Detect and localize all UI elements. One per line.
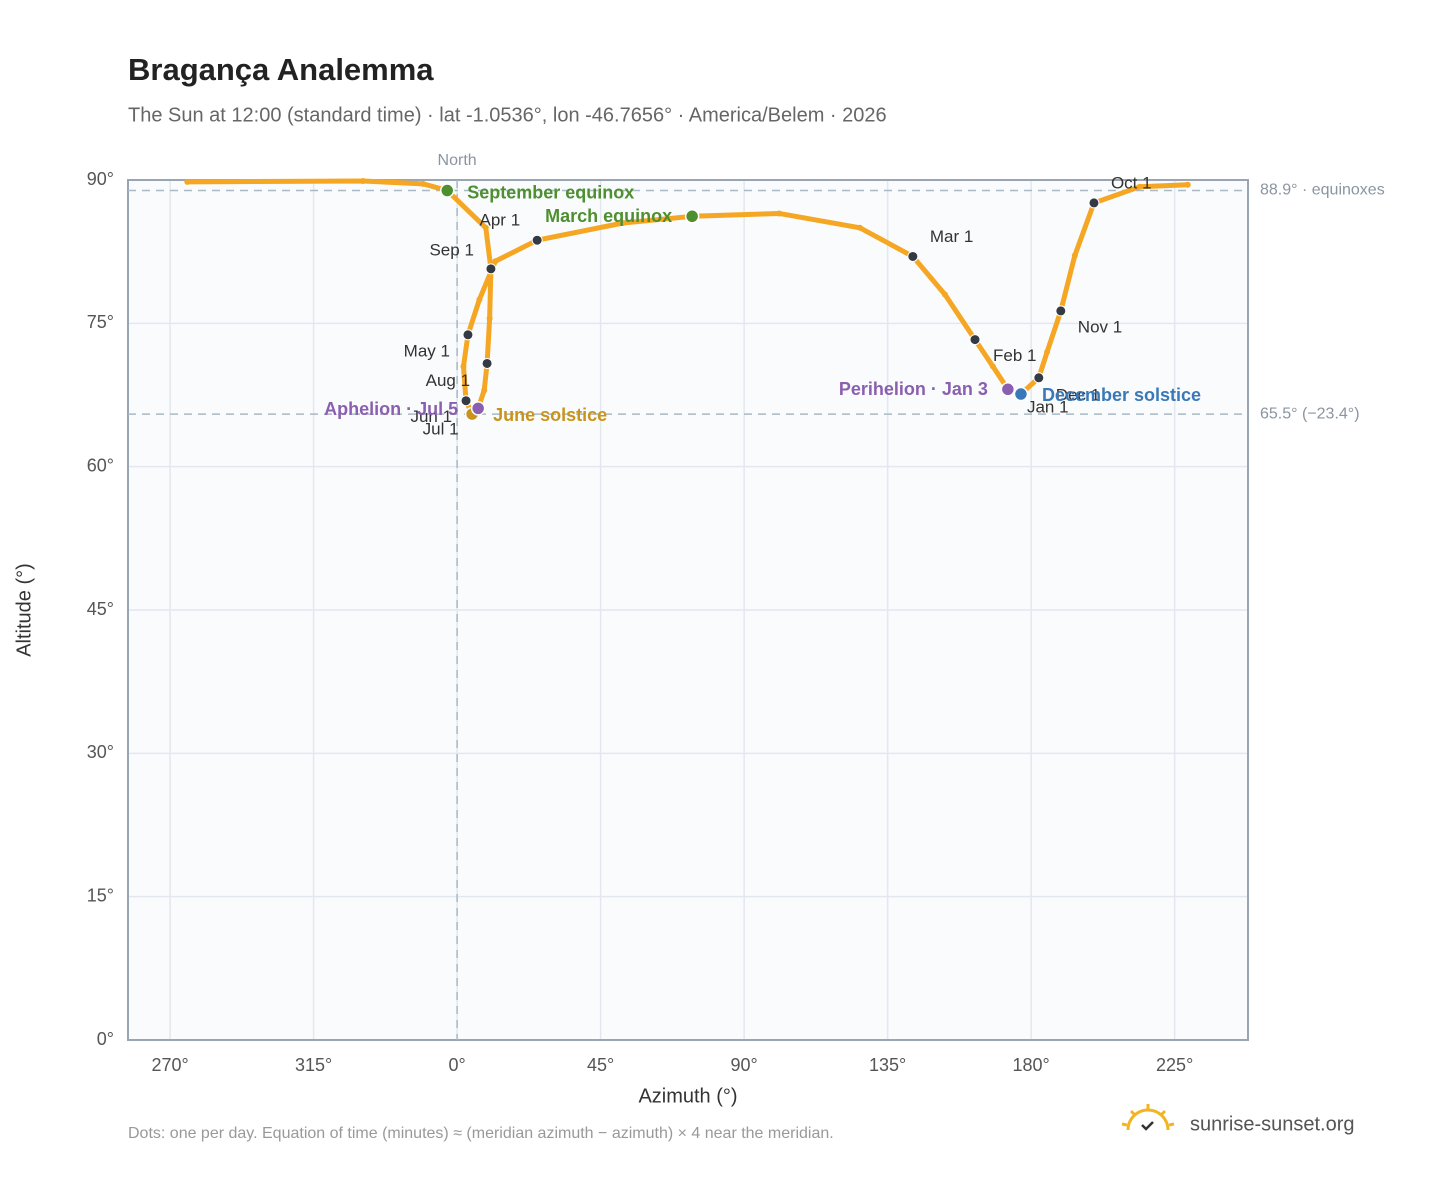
month-marker xyxy=(460,395,472,407)
day-dot xyxy=(1184,181,1191,188)
day-dot xyxy=(184,178,191,185)
month-marker xyxy=(462,329,474,341)
day-dot xyxy=(856,224,863,231)
day-dot xyxy=(619,220,626,226)
x-tick-label: 0° xyxy=(449,1055,466,1075)
event-marker xyxy=(684,209,700,224)
month-label: Jan 1 xyxy=(1027,397,1069,416)
month-label: Aug 1 xyxy=(426,371,470,390)
chart-subtitle: The Sun at 12:00 (standard time) · lat -… xyxy=(128,104,887,126)
y-tick-label: 15° xyxy=(87,885,114,905)
y-tick-label: 0° xyxy=(97,1029,114,1049)
reference-label: 65.5° (−23.4°) xyxy=(1260,405,1360,422)
event-label: September equinox xyxy=(467,182,634,202)
day-dot xyxy=(942,291,949,298)
day-dot xyxy=(460,363,467,370)
month-marker xyxy=(481,357,493,369)
reference-label: 88.9° · equinoxes xyxy=(1260,182,1385,199)
x-tick-label: 90° xyxy=(731,1055,758,1075)
event-label: Aphelion · Jul 5 xyxy=(324,399,458,419)
month-label: Mar 1 xyxy=(930,227,973,246)
event-label: June solstice xyxy=(493,405,607,425)
footnote: Dots: one per day. Equation of time (min… xyxy=(128,1125,834,1142)
month-label: May 1 xyxy=(404,341,450,360)
month-label: Sep 1 xyxy=(429,240,473,259)
brand: sunrise-sunset.org xyxy=(1190,1113,1355,1135)
day-dot xyxy=(482,224,489,231)
month-marker xyxy=(907,250,919,262)
month-label: Feb 1 xyxy=(993,346,1036,365)
y-axis-title: Altitude (°) xyxy=(13,563,35,657)
day-dot xyxy=(1044,349,1051,355)
event-marker xyxy=(1013,386,1029,402)
day-dot xyxy=(776,210,783,217)
x-tick-label: 315° xyxy=(295,1055,332,1075)
event-label: March equinox xyxy=(545,206,672,226)
month-marker xyxy=(1055,305,1067,317)
month-marker xyxy=(531,234,543,246)
month-label: Dec 1 xyxy=(1056,385,1100,404)
month-label: Oct 1 xyxy=(1111,173,1152,192)
day-dot xyxy=(481,387,488,394)
event-label: Perihelion · Jan 3 xyxy=(839,379,988,399)
meridian-label: North xyxy=(438,152,477,169)
x-axis-title: Azimuth (°) xyxy=(638,1085,737,1107)
x-tick-label: 270° xyxy=(151,1055,188,1075)
month-marker xyxy=(485,263,497,275)
y-tick-label: 30° xyxy=(87,742,114,762)
day-dot xyxy=(1136,183,1143,190)
event-marker xyxy=(439,183,455,198)
x-tick-label: 135° xyxy=(869,1055,906,1075)
day-dot xyxy=(360,177,367,184)
event-label: December solstice xyxy=(1042,385,1201,405)
x-tick-label: 45° xyxy=(587,1055,614,1075)
y-tick-label: 45° xyxy=(87,599,114,619)
y-tick-label: 90° xyxy=(87,169,114,189)
brand-logo xyxy=(1121,1104,1175,1131)
day-dot xyxy=(989,363,996,370)
month-label: Jul 1 xyxy=(423,420,459,439)
x-tick-label: 180° xyxy=(1013,1055,1050,1075)
y-tick-label: 60° xyxy=(87,455,114,475)
event-marker xyxy=(470,401,486,416)
month-marker xyxy=(1088,197,1100,209)
day-dot xyxy=(476,296,483,303)
y-tick-label: 75° xyxy=(87,312,114,332)
chart-title: Bragança Analemma xyxy=(128,52,434,87)
day-dot xyxy=(419,180,426,187)
month-label: Nov 1 xyxy=(1078,317,1122,336)
x-tick-label: 225° xyxy=(1156,1055,1193,1075)
day-dot xyxy=(1071,252,1078,259)
month-label: Jun 1 xyxy=(410,407,452,426)
month-marker xyxy=(969,334,981,346)
day-dot xyxy=(486,315,493,322)
day-dot xyxy=(492,258,499,265)
plot-border xyxy=(127,179,1249,1041)
month-marker xyxy=(1033,372,1045,384)
event-marker xyxy=(1000,382,1016,397)
month-label: Apr 1 xyxy=(480,211,521,230)
